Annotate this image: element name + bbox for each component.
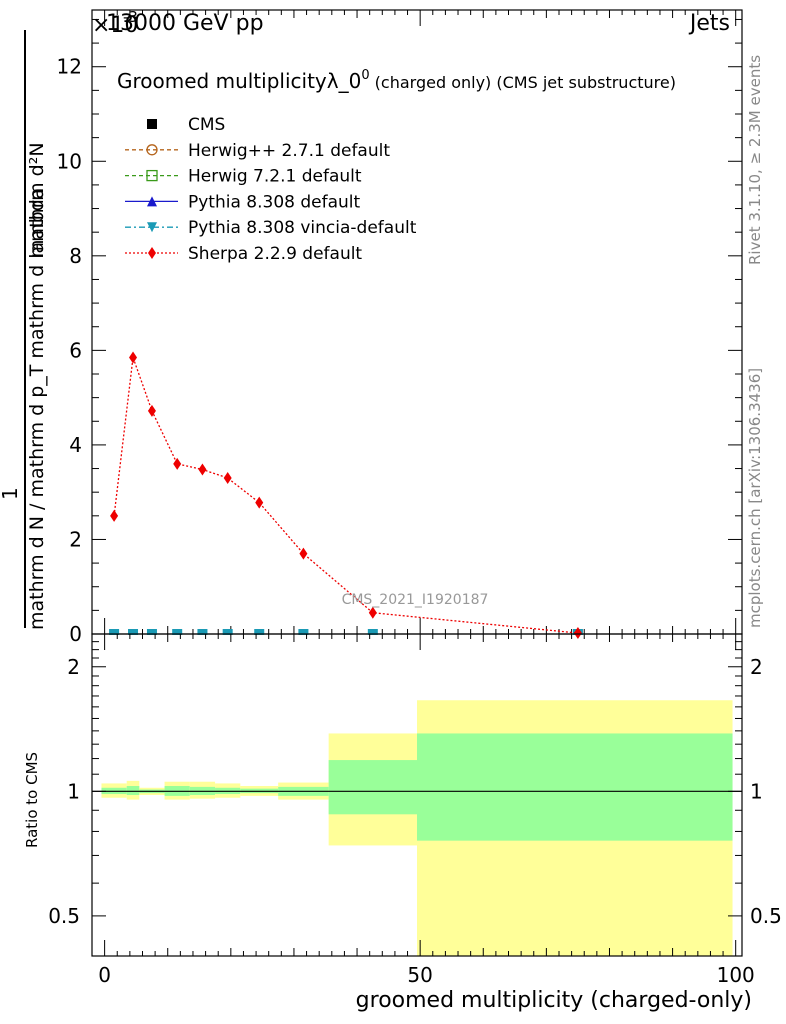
main-y-tick-label: 6 (69, 338, 82, 362)
main-y-tick-label: 12 (57, 55, 82, 79)
mcplots-label: mcplots.cern.ch [arXiv:1306.3436] (746, 368, 764, 628)
main-frame (91, 9, 743, 635)
legend-marker (146, 144, 158, 156)
sherpa-point (110, 509, 119, 522)
main-y-tick-label: 10 (57, 149, 82, 173)
legend-label: Sherpa 2.2.9 default (188, 244, 362, 264)
main-panel: 0 2 4 6 8 10 12 (57, 9, 743, 646)
sherpa-point (573, 627, 582, 640)
exponent-power: -3 (123, 8, 138, 26)
category-label: Jets (688, 11, 730, 36)
legend-title-suffix: (charged only) (CMS jet substructure) (370, 73, 676, 92)
legend-label: Pythia 8.308 vincia-default (188, 218, 417, 238)
legend-marker (147, 119, 157, 129)
legend-marker (147, 222, 157, 233)
ratio-y-tick-label-left: 1 (67, 779, 80, 803)
sherpa-point (173, 457, 182, 470)
ratio-y-axis-label: Ratio to CMS (23, 752, 41, 848)
baseline-marker (146, 629, 157, 635)
ratio-panel: 0 50 100 0.5 0.5 1 1 2 2 (48, 633, 782, 987)
baseline-marker (128, 629, 139, 635)
legend-label: Pythia 8.308 default (188, 192, 361, 212)
legend-title-sup: 0 (361, 68, 369, 83)
legend: Groomed multiplicityλ_00 (charged only) … (117, 68, 676, 264)
ratio-y-tick-label-right: 0.5 (750, 904, 782, 928)
main-y-tick-label: 2 (69, 527, 82, 551)
legend-label: CMS (188, 115, 225, 135)
legend-title-main: Groomed multiplicityλ_0 (117, 69, 361, 93)
legend-label: Herwig 7.2.1 default (188, 167, 362, 187)
baseline-marker (109, 629, 120, 635)
baseline-marker (222, 629, 233, 635)
sherpa-point (223, 472, 232, 484)
x-tick-label: 0 (98, 963, 111, 987)
ratio-band-inner (328, 760, 417, 815)
legend-label: Herwig++ 2.7.1 default (188, 141, 390, 161)
ratio-band-inner (417, 733, 733, 841)
x-tick-label: 50 (407, 963, 432, 987)
ratio-y-tick-label-right: 1 (750, 779, 763, 803)
baseline-marker (367, 629, 378, 635)
analysis-id: CMS_2021_I1920187 (342, 592, 489, 608)
legend-title: Groomed multiplicityλ_00 (charged only) … (117, 68, 676, 93)
y-axis-label-main: mathrm d N / mathrm d p_T mathrm d lambd… (26, 188, 48, 630)
sherpa-point (129, 351, 138, 364)
main-y-tick-label: 8 (69, 244, 82, 268)
ratio-frame (91, 633, 743, 957)
sherpa-point (147, 404, 156, 417)
ratio-y-tick-label-left: 2 (67, 655, 80, 679)
legend-marker (148, 247, 156, 259)
rivet-label: Rivet 3.1.10, ≥ 2.3M events (746, 55, 764, 265)
energy-label: 13000 GeV pp (106, 11, 264, 36)
main-y-tick-label: 4 (69, 433, 82, 457)
baseline-marker (172, 629, 183, 635)
ratio-band-inner (126, 786, 140, 795)
sherpa-point (198, 463, 207, 476)
ratio-y-tick-label-right: 2 (750, 655, 763, 679)
ratio-y-tick-label-left: 0.5 (48, 904, 80, 928)
legend-marker (146, 169, 158, 182)
exponent-label: ×10 (92, 13, 138, 38)
baseline-marker (197, 629, 208, 635)
y-axis-label-numerator: mathrm d²N (26, 142, 48, 258)
main-y-tick-label: 0 (69, 622, 82, 646)
x-axis-label: groomed multiplicity (charged-only) (356, 988, 752, 1013)
sherpa-line (113, 357, 578, 634)
baseline-marker (298, 629, 309, 635)
sherpa-point (255, 496, 264, 509)
legend-marker (147, 196, 157, 207)
sherpa-point (368, 606, 377, 619)
sherpa-point (299, 547, 308, 560)
y-axis-label-prefix: 1 (0, 487, 22, 500)
baseline-marker (254, 629, 265, 635)
x-tick-label: 100 (717, 963, 755, 987)
